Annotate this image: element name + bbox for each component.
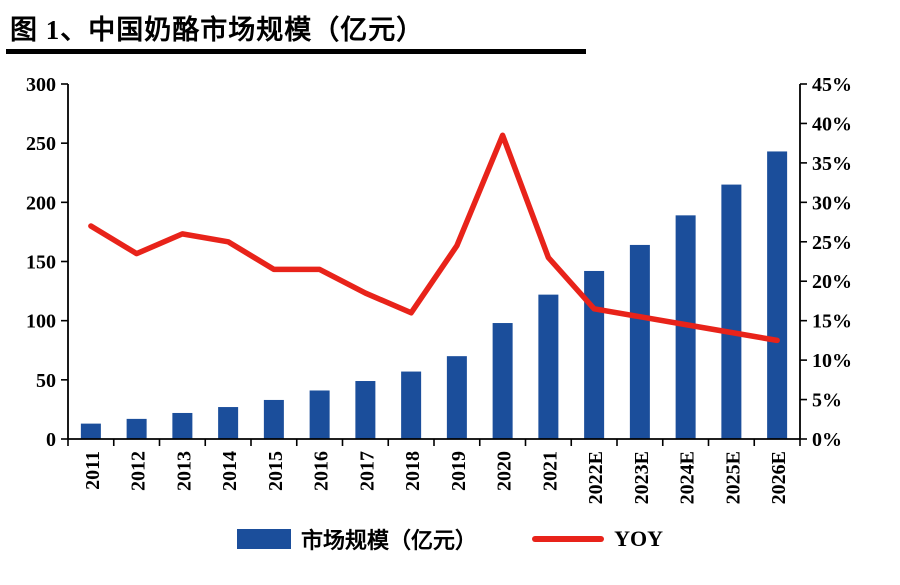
legend: 市场规模（亿元） YOY	[0, 523, 900, 555]
right-axis-label: 40%	[812, 113, 852, 135]
x-axis-label: 2025E	[722, 451, 744, 504]
line-swatch	[532, 536, 605, 542]
bar	[767, 151, 788, 439]
right-axis-label: 5%	[812, 390, 842, 412]
bar	[172, 412, 193, 439]
bar	[355, 381, 376, 439]
bar	[263, 399, 284, 439]
bar	[629, 244, 650, 439]
bar	[126, 418, 147, 439]
bar	[584, 270, 605, 439]
bar	[80, 423, 101, 439]
right-axis-label: 15%	[812, 311, 852, 333]
x-axis-label: 2019	[448, 451, 470, 491]
x-axis-label: 2023E	[631, 451, 653, 504]
right-axis-label: 10%	[812, 350, 852, 372]
x-axis-label: 2014	[219, 451, 241, 491]
x-axis-label: 2020	[494, 451, 516, 491]
bar-swatch	[237, 529, 292, 549]
bar	[401, 371, 422, 439]
bar	[721, 184, 742, 439]
x-axis-label: 2015	[265, 451, 287, 491]
right-axis-label: 0%	[812, 429, 842, 451]
right-axis-label: 45%	[812, 74, 852, 96]
left-axis-label: 50	[36, 370, 56, 392]
bar	[538, 294, 559, 439]
title-underline	[6, 49, 586, 54]
x-axis-label: 2012	[128, 451, 150, 491]
legend-label-bars: 市场规模（亿元）	[301, 528, 478, 553]
left-axis-label: 300	[26, 74, 56, 96]
bar	[492, 323, 513, 439]
left-axis-label: 0	[46, 429, 56, 451]
left-axis-label: 100	[26, 311, 56, 333]
bar	[218, 407, 239, 439]
legend-item-bars: 市场规模（亿元）	[237, 523, 477, 555]
x-axis-label: 2011	[82, 451, 104, 490]
x-axis-label: 2016	[311, 451, 333, 491]
x-axis-label: 2021	[539, 451, 561, 491]
chart-title: 图 1、中国奶酪市场规模（亿元）	[10, 15, 425, 45]
bar	[446, 356, 467, 439]
left-axis-label: 150	[26, 252, 56, 274]
right-axis-label: 30%	[812, 192, 852, 214]
x-axis-label: 2018	[402, 451, 424, 491]
x-axis-label: 2026E	[768, 451, 790, 504]
chart-svg: 0 50 100 150 200 250 300 0% 5% 10% 15% 20% 25% 30% 35%…	[26, 74, 852, 504]
legend-item-line: YOY	[532, 526, 663, 552]
right-axis-label: 35%	[812, 153, 852, 175]
x-axis-label: 2017	[356, 451, 378, 491]
left-axis-label: 250	[26, 133, 56, 155]
legend-label-line: YOY	[614, 526, 663, 551]
x-axis-label: 2022E	[585, 451, 607, 504]
right-axis-label: 20%	[812, 271, 852, 293]
left-axis-label: 200	[26, 192, 56, 214]
right-axis-label: 25%	[812, 232, 852, 254]
x-axis-label: 2024E	[677, 451, 699, 504]
yoy-line	[88, 132, 780, 344]
x-axis-label: 2013	[173, 451, 195, 491]
bar	[309, 390, 330, 439]
